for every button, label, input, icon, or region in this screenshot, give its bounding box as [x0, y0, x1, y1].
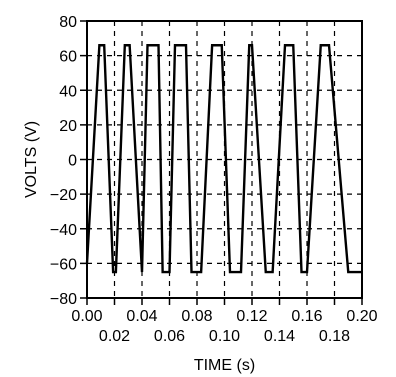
x-tick-label-lower: 0.14 [264, 328, 295, 345]
x-tick-label-upper: 0.00 [71, 308, 102, 325]
x-tick-label-upper: 0.08 [181, 308, 212, 325]
y-tick-label: 20 [59, 118, 77, 135]
y-tick-label: −60 [50, 256, 77, 273]
y-tick-label: 40 [59, 83, 77, 100]
y-tick-labels: 80 60 40 20 0 −20 −40 −60 −80 [50, 14, 77, 308]
x-tick-label-lower: 0.18 [319, 328, 350, 345]
y-tick-label: 80 [59, 14, 77, 31]
series-layer [85, 44, 362, 274]
x-tick-label-lower: 0.06 [154, 328, 185, 345]
x-tick-label-upper: 0.20 [346, 308, 377, 325]
y-tick-label: −40 [50, 222, 77, 239]
x-tick-label-upper: 0.12 [236, 308, 267, 325]
y-tick-label: −20 [50, 187, 77, 204]
x-tick-label-upper: 0.04 [126, 308, 157, 325]
x-axis-label: TIME (s) [194, 357, 255, 374]
y-tick-label: −80 [50, 291, 77, 308]
x-tick-label-lower: 0.02 [99, 328, 130, 345]
x-tick-label-upper: 0.16 [291, 308, 322, 325]
y-tick-label: 0 [68, 153, 77, 170]
y-axis-label: VOLTS (V) [23, 121, 40, 198]
x-tick-label-lower: 0.10 [209, 328, 240, 345]
voltage-series-line [85, 44, 362, 274]
x-tick-labels: 0.00 0.04 0.08 0.12 0.16 0.20 0.02 0.06 0.10 0.14… [71, 308, 377, 345]
tick-marks [80, 20, 363, 305]
y-tick-label: 60 [59, 49, 77, 66]
